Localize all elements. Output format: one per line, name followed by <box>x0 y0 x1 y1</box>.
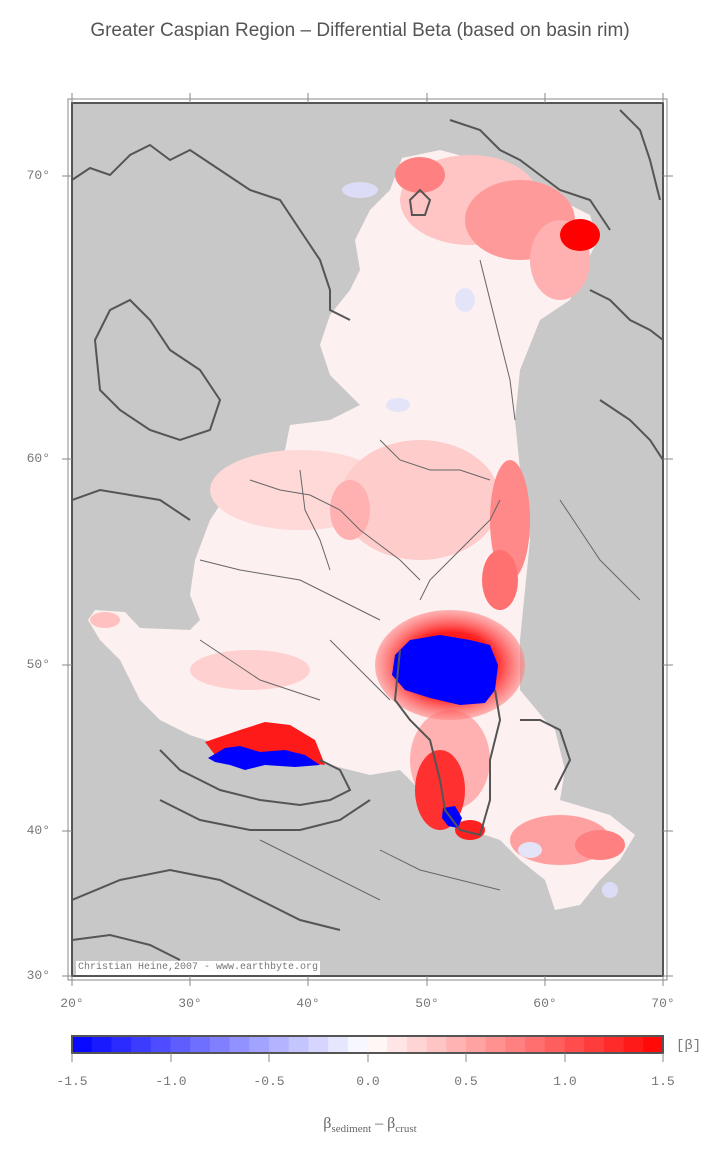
colorbar-swatch <box>150 1036 171 1053</box>
map-title: Greater Caspian Region – Differential Be… <box>90 20 630 41</box>
colorbar-swatch <box>406 1036 428 1053</box>
colorbar-swatch <box>72 1036 93 1053</box>
lat-label-40: 40° <box>26 823 50 838</box>
lon-label-50: 50° <box>415 996 439 1011</box>
axis-title-sub-a: sediment <box>331 1123 372 1136</box>
lon-label-60: 60° <box>533 996 557 1011</box>
colorbar-tick-label: 0.5 <box>454 1074 478 1089</box>
lon-label-30: 30° <box>178 996 202 1011</box>
colorbar-swatch <box>269 1036 290 1053</box>
colorbar-swatch <box>426 1036 447 1053</box>
lon-label-70: 70° <box>651 996 675 1011</box>
colorbar-swatch <box>564 1036 585 1053</box>
colorbar-swatch <box>347 1036 368 1053</box>
colorbar-swatch <box>485 1036 506 1053</box>
colorbar-swatch <box>367 1036 388 1053</box>
colorbar-swatch <box>91 1036 112 1053</box>
colorbar-tick-label: 0.0 <box>356 1074 380 1089</box>
colorbar-swatch <box>544 1036 565 1053</box>
colorbar-swatch <box>466 1036 487 1053</box>
colorbar-tick-label: 1.5 <box>651 1074 675 1089</box>
colorbar-tick-label: -0.5 <box>253 1074 285 1089</box>
colorbar-axis-title: βsediment – βcrust <box>300 1115 440 1135</box>
lat-label-70: 70° <box>26 168 50 183</box>
colorbar-swatch <box>584 1036 605 1053</box>
colorbar-swatch <box>288 1036 309 1053</box>
colorbar-swatch <box>603 1036 625 1053</box>
lon-label-40: 40° <box>296 996 320 1011</box>
lon-ticks <box>71 93 664 986</box>
colorbar-swatch <box>229 1036 250 1053</box>
colorbar-swatch <box>170 1036 191 1053</box>
colorbar-tick-label: -1.5 <box>56 1074 88 1089</box>
colorbar-swatch <box>111 1036 132 1053</box>
colorbar-swatch <box>328 1036 349 1053</box>
colorbar-unit: [β] <box>676 1038 702 1054</box>
axis-title-sub-b: crust <box>395 1123 417 1136</box>
credit-text: Christian Heine,2007 - www.earthbyte.org <box>76 961 321 975</box>
lon-label-20: 20° <box>60 996 84 1011</box>
colorbar-swatch <box>209 1036 231 1053</box>
colorbar-tick-label: -1.0 <box>155 1074 187 1089</box>
colorbar-tick-label: 1.0 <box>553 1074 577 1089</box>
lat-label-50: 50° <box>26 657 50 672</box>
colorbar <box>72 1036 664 1053</box>
colorbar-swatch <box>446 1036 467 1053</box>
axis-title-symbol-a: β <box>323 1115 332 1132</box>
colorbar-swatch <box>249 1036 270 1053</box>
lat-ticks <box>62 175 673 977</box>
colorbar-swatch <box>190 1036 211 1053</box>
colorbar-swatch <box>525 1036 546 1053</box>
colorbar-swatch <box>387 1036 408 1053</box>
colorbar-swatch <box>308 1036 329 1053</box>
lat-label-30: 30° <box>26 968 50 983</box>
caspian-blue-area <box>392 635 498 705</box>
colorbar-ticks <box>71 1053 664 1062</box>
map-frame <box>71 102 664 977</box>
colorbar-swatch <box>643 1036 664 1053</box>
colorbar-swatch <box>131 1036 152 1053</box>
axis-title-separator: – <box>371 1115 388 1132</box>
colorbar-swatch <box>505 1036 526 1053</box>
axis-title-symbol-b: β <box>387 1115 396 1132</box>
lat-label-60: 60° <box>26 451 50 466</box>
colorbar-swatch <box>623 1036 644 1053</box>
